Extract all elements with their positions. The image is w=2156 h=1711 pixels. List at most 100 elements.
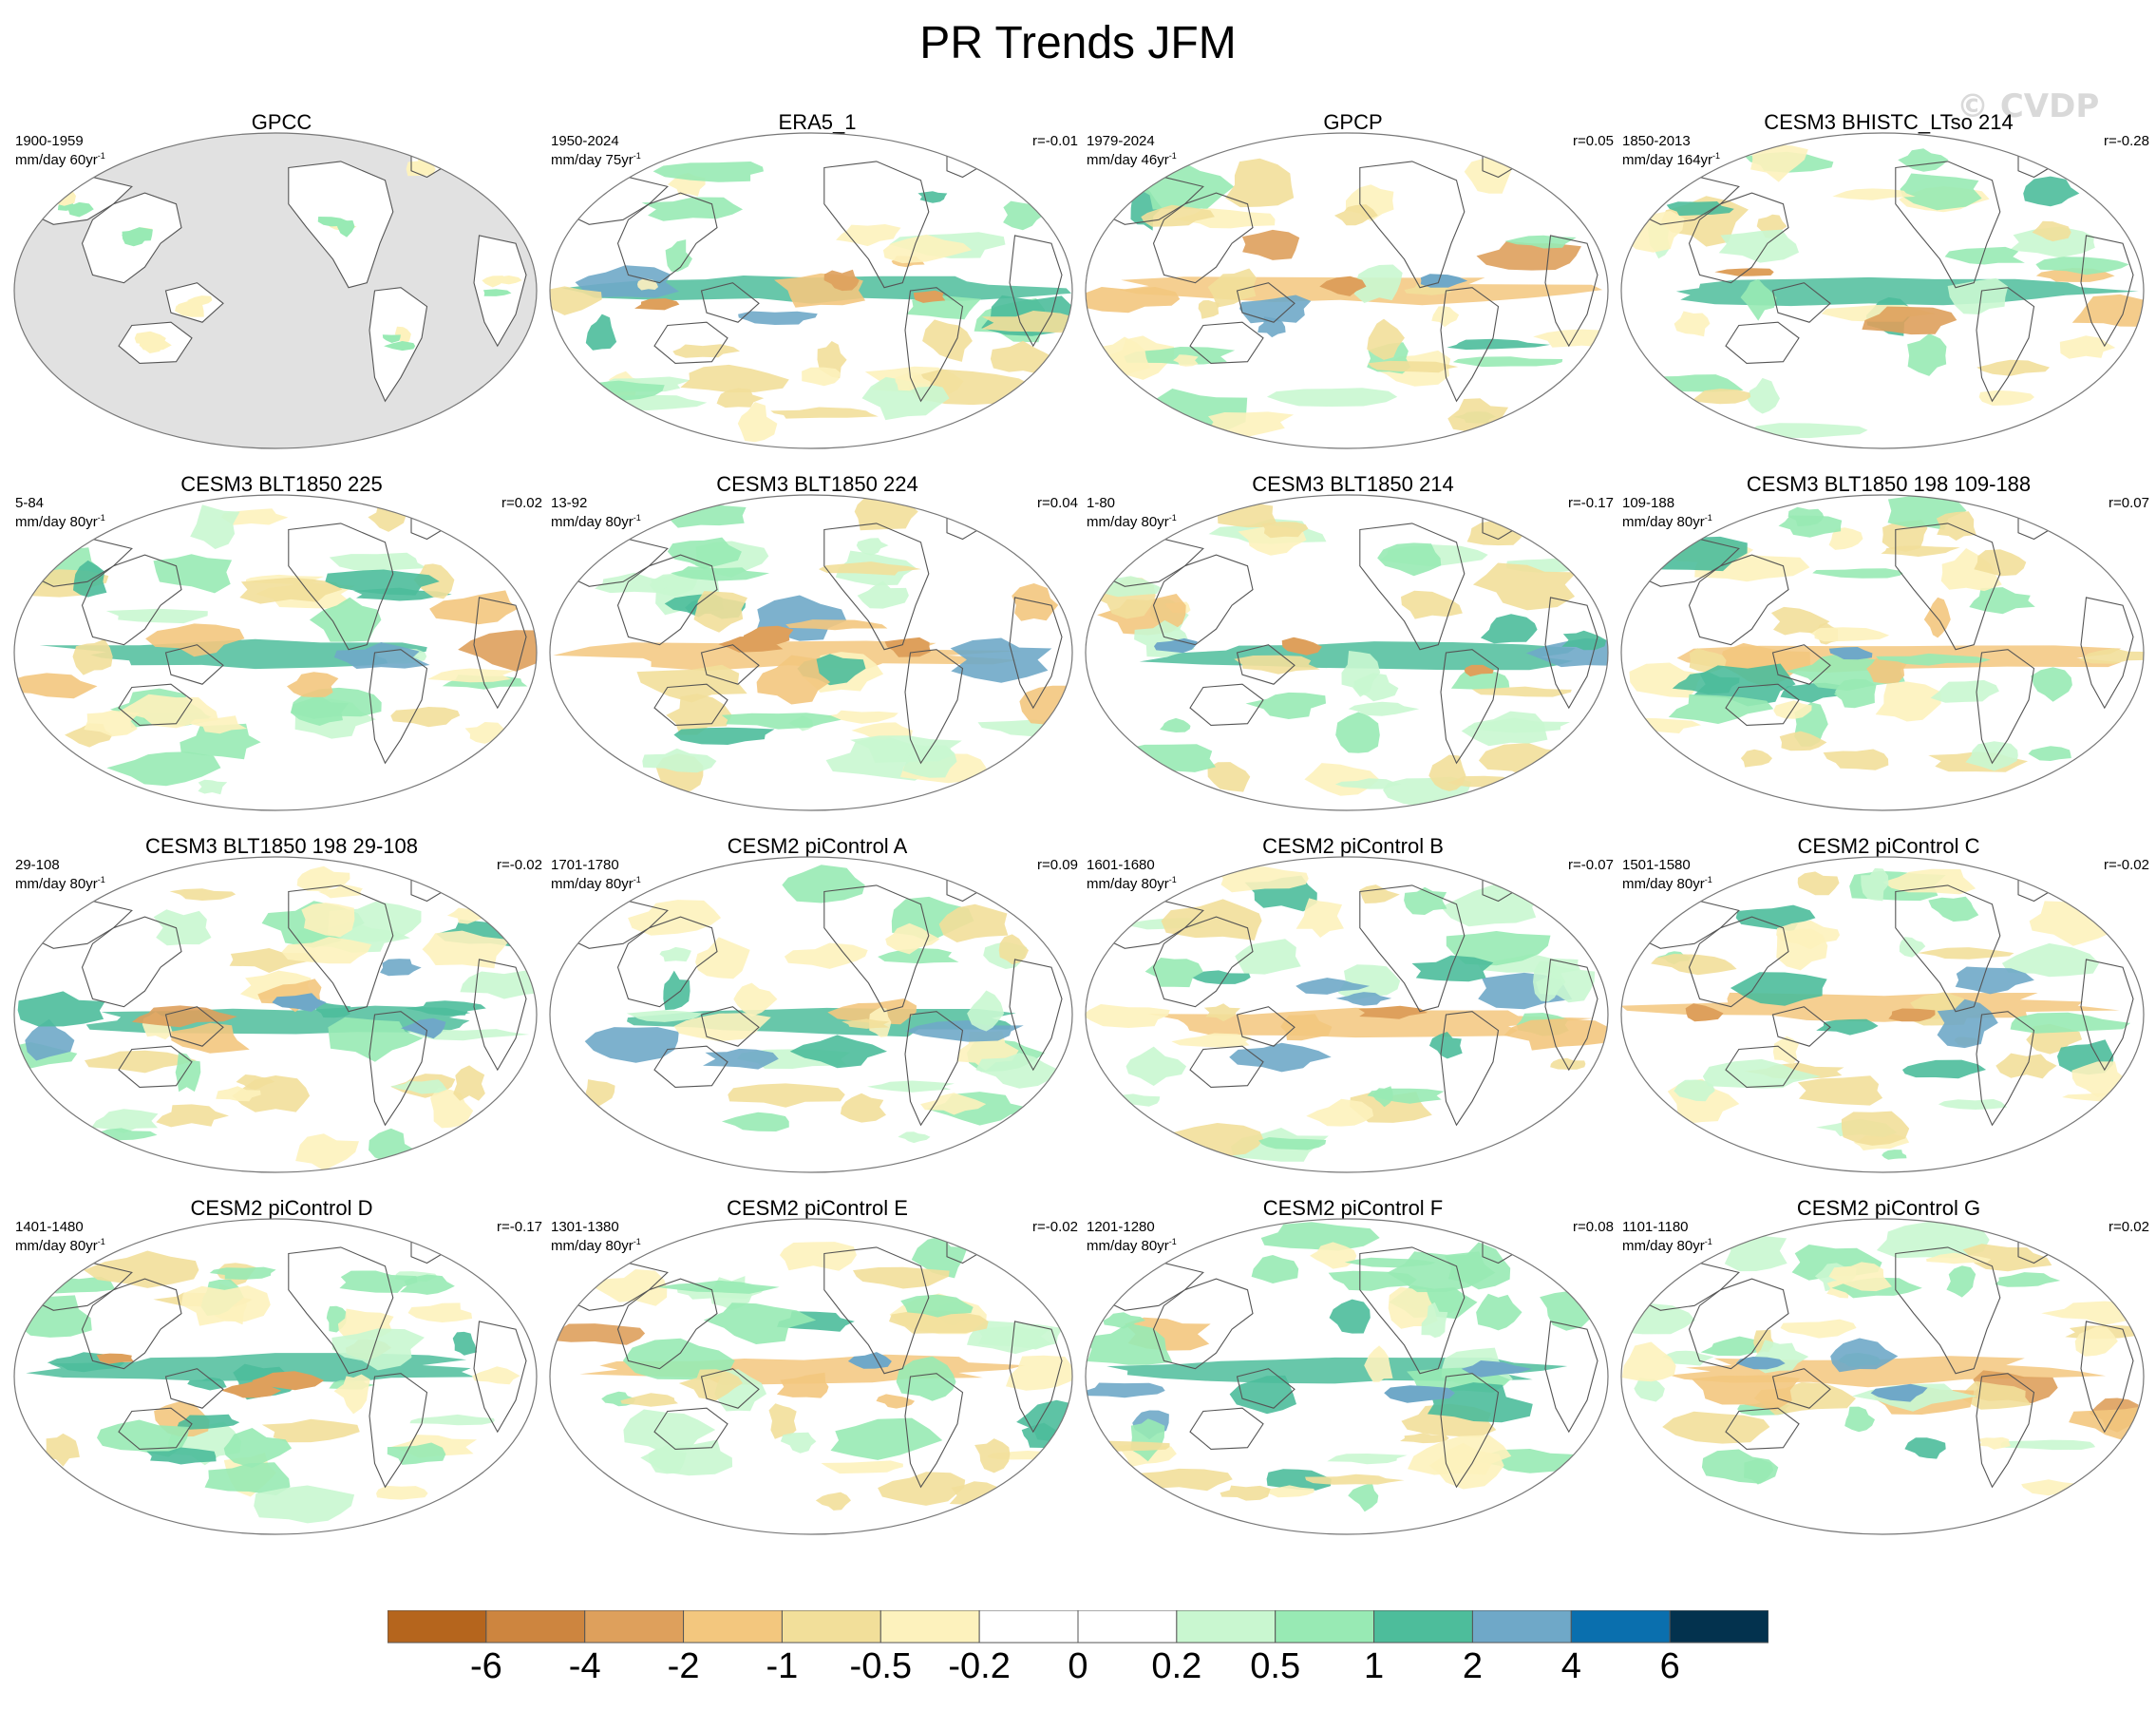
panel-units: mm/day 164yr-1: [1622, 151, 1721, 168]
panel-year-range: 1-80: [1087, 495, 1116, 511]
map-panel: CESM3 BHISTC_LTso 214 1850-2013 mm/day 164…: [1620, 110, 2156, 471]
panel-title: CESM3 BLT1850 214: [1252, 472, 1454, 496]
colorbar-bin: [1077, 1610, 1178, 1644]
robinson-map: [549, 494, 1073, 811]
colorbar-bin: [781, 1610, 881, 1644]
colorbar-bin: [1570, 1610, 1671, 1644]
panel-year-range: 1401-1480: [15, 1219, 84, 1235]
watermark: © CVDP: [1957, 87, 2100, 125]
map-panel: GPCC 1900-1959 mm/day 60yr-1: [13, 110, 550, 471]
map-panel: CESM3 BLT1850 198 29-108 29-108 mm/day 80y…: [13, 834, 550, 1195]
robinson-map: [1620, 1218, 2145, 1535]
robinson-map: [1620, 132, 2145, 449]
robinson-map: [549, 1218, 1073, 1535]
colorbar-tick-label: -6: [469, 1646, 502, 1686]
colorbar-tick-label: -0.5: [849, 1646, 913, 1686]
map-panel: CESM3 BLT1850 224 13-92 mm/day 80yr-1 r=0.0…: [549, 472, 1086, 833]
map-panel: CESM2 piControl G 1101-1180 mm/day 80yr-1 r…: [1620, 1196, 2156, 1557]
colorbar-bin: [683, 1610, 783, 1644]
panel-title: GPCP: [1323, 110, 1383, 134]
map-panel: CESM2 piControl B 1601-1680 mm/day 80yr-1 r…: [1085, 834, 1621, 1195]
colorbar-bin: [1275, 1610, 1375, 1644]
map-panel: CESM2 piControl F 1201-1280 mm/day 80yr-1 r…: [1085, 1196, 1621, 1557]
colorbar-tick-label: 1: [1363, 1646, 1385, 1686]
panel-pattern-correlation: r=-0.07: [1568, 857, 1614, 873]
panel-year-range: 1601-1680: [1087, 857, 1155, 873]
colorbar-tick-label: 0.5: [1250, 1646, 1301, 1686]
robinson-map: [13, 1218, 538, 1535]
panel-units: mm/day 80yr-1: [1622, 1237, 1712, 1254]
panel-pattern-correlation: r=0.07: [2109, 495, 2149, 511]
panel-pattern-correlation: r=-0.17: [1568, 495, 1614, 511]
panel-units: mm/day 80yr-1: [1087, 1237, 1177, 1254]
panel-title: CESM2 piControl A: [727, 834, 908, 858]
map-panel: CESM2 piControl A 1701-1780 mm/day 80yr-1 r…: [549, 834, 1086, 1195]
page-title: PR Trends JFM: [919, 18, 1237, 68]
panel-year-range: 1900-1959: [15, 133, 84, 149]
panel-year-range: 1850-2013: [1622, 133, 1691, 149]
panel-units: mm/day 75yr-1: [551, 151, 641, 168]
colorbar-tick-label: 4: [1560, 1646, 1581, 1686]
panel-year-range: 13-92: [551, 495, 588, 511]
panel-year-range: 1101-1180: [1622, 1219, 1689, 1235]
map-panel: CESM2 piControl C 1501-1580 mm/day 80yr-1 r…: [1620, 834, 2156, 1195]
map-panel: ERA5_1 1950-2024 mm/day 75yr-1 r=-0.01: [549, 110, 1086, 471]
panel-units: mm/day 80yr-1: [1622, 513, 1712, 530]
colorbar-tick-label: 0.2: [1151, 1646, 1202, 1686]
panel-pattern-correlation: r=-0.02: [497, 857, 542, 873]
panel-title: CESM3 BHISTC_LTso 214: [1764, 110, 2014, 134]
panel-title: CESM2 piControl E: [727, 1196, 908, 1220]
panel-year-range: 5-84: [15, 495, 45, 511]
colorbar-tick-label: 2: [1462, 1646, 1483, 1686]
panel-units: mm/day 60yr-1: [15, 151, 105, 168]
panel-units: mm/day 80yr-1: [1622, 875, 1712, 892]
map-panel: CESM2 piControl D 1401-1480 mm/day 80yr-1 r…: [13, 1196, 550, 1557]
panel-pattern-correlation: r=0.08: [1573, 1219, 1614, 1235]
colorbar-tick-label: 0: [1068, 1646, 1088, 1686]
panel-title: CESM2 piControl G: [1796, 1196, 1981, 1220]
panel-pattern-correlation: r=0.02: [501, 495, 542, 511]
panel-year-range: 1201-1280: [1087, 1219, 1155, 1235]
panel-pattern-correlation: r=-0.01: [1032, 133, 1078, 149]
panel-year-range: 1501-1580: [1622, 857, 1691, 873]
panel-pattern-correlation: r=-0.28: [2104, 133, 2149, 149]
robinson-map: [13, 494, 538, 811]
colorbar-bin: [1471, 1610, 1572, 1644]
panel-title: ERA5_1: [778, 110, 857, 134]
map-panel: CESM3 BLT1850 225 5-84 mm/day 80yr-1 r=0.02: [13, 472, 550, 833]
map-panel: CESM3 BLT1850 214 1-80 mm/day 80yr-1 r=-0.1…: [1085, 472, 1621, 833]
map-panel: CESM2 piControl E 1301-1380 mm/day 80yr-1 r…: [549, 1196, 1086, 1557]
robinson-map: [549, 856, 1073, 1173]
panel-title: GPCC: [251, 110, 312, 134]
panel-title: CESM3 BLT1850 198 29-108: [145, 834, 418, 858]
panel-units: mm/day 80yr-1: [1087, 875, 1177, 892]
panel-title: CESM2 piControl D: [190, 1196, 373, 1220]
panel-units: mm/day 46yr-1: [1087, 151, 1177, 168]
panel-title: CESM2 piControl B: [1262, 834, 1444, 858]
panel-units: mm/day 80yr-1: [15, 875, 105, 892]
panel-title: CESM3 BLT1850 225: [180, 472, 383, 496]
panel-year-range: 109-188: [1622, 495, 1675, 511]
panel-title: CESM2 piControl C: [1797, 834, 1980, 858]
robinson-map: [13, 132, 538, 449]
map-panel: CESM3 BLT1850 198 109-188 109-188 mm/day 8…: [1620, 472, 2156, 833]
robinson-map: [1085, 1218, 1609, 1535]
robinson-map: [1620, 494, 2145, 811]
panel-units: mm/day 80yr-1: [551, 513, 641, 530]
panel-pattern-correlation: r=0.05: [1573, 133, 1614, 149]
panel-units: mm/day 80yr-1: [1087, 513, 1177, 530]
panel-units: mm/day 80yr-1: [15, 513, 105, 530]
panel-title: CESM3 BLT1850 224: [716, 472, 918, 496]
robinson-map: [1085, 132, 1609, 449]
panel-pattern-correlation: r=0.09: [1037, 857, 1078, 873]
panel-title: CESM2 piControl F: [1262, 1196, 1444, 1220]
panel-units: mm/day 80yr-1: [15, 1237, 105, 1254]
colorbar-bin: [879, 1610, 980, 1644]
colorbar-bin: [1669, 1610, 1768, 1644]
panel-title: CESM3 BLT1850 198 109-188: [1746, 472, 2032, 496]
map-panel: GPCP 1979-2024 mm/day 46yr-1 r=0.05: [1085, 110, 1621, 471]
panel-year-range: 1979-2024: [1087, 133, 1155, 149]
colorbar-bin: [1373, 1610, 1473, 1644]
panel-units: mm/day 80yr-1: [551, 875, 641, 892]
panel-year-range: 1701-1780: [551, 857, 619, 873]
